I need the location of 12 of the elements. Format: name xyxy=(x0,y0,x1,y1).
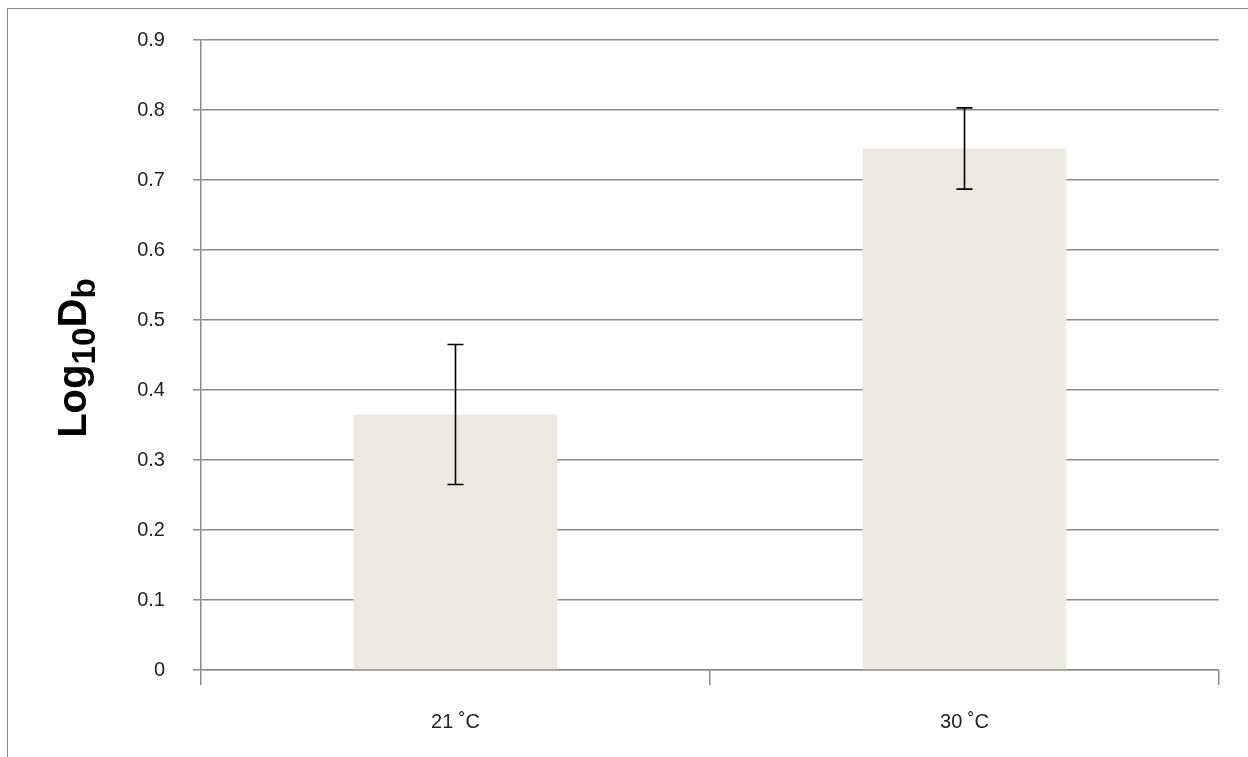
y-tick-label: 0 xyxy=(153,657,165,680)
y-tick-label: 0.3 xyxy=(137,447,165,470)
y-tick-label: 0.4 xyxy=(137,377,165,400)
y-tick-label: 0.5 xyxy=(137,307,165,330)
y-tick-label: 0.1 xyxy=(137,587,165,610)
y-tick-label: 0.7 xyxy=(137,167,165,190)
y-tick-label: 0.6 xyxy=(137,237,165,260)
x-tick-label: 30 ˚C xyxy=(940,709,989,732)
y-tick-label: 0.9 xyxy=(137,27,165,50)
x-tick-label: 21 ˚C xyxy=(431,709,480,732)
y-tick-label: 0.2 xyxy=(137,517,165,540)
y-tick-label: 0.8 xyxy=(137,97,165,120)
